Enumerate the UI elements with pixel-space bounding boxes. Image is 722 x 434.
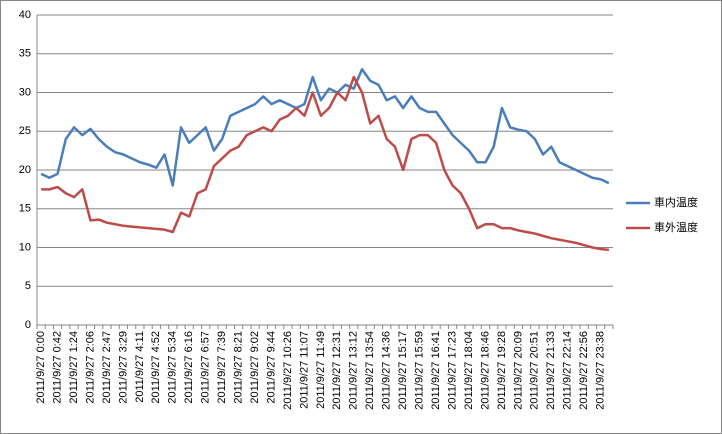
y-tick-label: 30: [19, 86, 31, 98]
x-tick-label: 2011/9/27 23:38: [595, 331, 607, 410]
x-tick-label: 2011/9/27 9:02: [249, 331, 261, 404]
x-tick-label: 2011/9/27 20:09: [512, 331, 524, 410]
x-tick-label: 2011/9/27 11:49: [315, 331, 327, 409]
y-tick-label: 25: [19, 125, 31, 137]
x-tick-label: 2011/9/27 7:39: [216, 331, 228, 404]
x-tick-label: 2011/9/27 11:07: [298, 331, 310, 409]
series-line: [40, 68, 610, 187]
x-tick-label: 2011/9/27 20:51: [529, 331, 541, 410]
x-tick-label: 2011/9/27 1:24: [68, 331, 80, 404]
x-tick-label: 2011/9/27 18:04: [463, 331, 475, 410]
x-tick-label: 2011/9/27 10:26: [282, 331, 294, 410]
x-tick-label: 2011/9/27 16:41: [430, 331, 442, 410]
x-tick-label: 2011/9/27 0:42: [51, 331, 63, 404]
y-tick-label: 15: [19, 203, 31, 215]
legend-label: 車外温度: [654, 220, 698, 234]
x-tick-label: 2011/9/27 22:14: [562, 331, 574, 410]
x-tick-label: 2011/9/27 21:33: [545, 331, 557, 410]
x-tick-label: 2011/9/27 2:47: [101, 331, 113, 404]
y-tick-label: 10: [19, 241, 31, 253]
x-tick-label: 2011/9/27 13:54: [364, 331, 376, 410]
x-tick-label: 2011/9/27 15:17: [397, 331, 409, 410]
x-tick-label: 2011/9/27 17:23: [446, 331, 458, 410]
x-tick-label: 2011/9/27 6:16: [183, 331, 195, 404]
x-tick-label: 2011/9/27 13:12: [348, 331, 360, 410]
x-tick-label: 2011/9/27 5:34: [167, 331, 179, 404]
x-tick-label: 2011/9/27 4:52: [150, 331, 162, 404]
y-tick-label: 0: [25, 319, 31, 331]
series-line: [41, 75, 610, 252]
x-tick-label: 2011/9/27 14:36: [381, 331, 393, 410]
x-tick-label: 2011/9/27 15:59: [414, 331, 426, 410]
x-tick-label: 2011/9/27 18:46: [479, 331, 491, 410]
x-tick-label: 2011/9/27 4:11: [134, 331, 146, 403]
y-tick-label: 20: [19, 164, 31, 176]
x-tick-label: 2011/9/27 2:06: [84, 331, 96, 404]
x-tick-label: 2011/9/27 0:00: [35, 331, 47, 404]
x-tick-label: 2011/9/27 22:56: [578, 331, 590, 410]
y-tick-label: 40: [19, 9, 31, 21]
x-tick-label: 2011/9/27 3:29: [117, 331, 129, 404]
x-tick-label: 2011/9/27 9:44: [265, 331, 277, 404]
y-tick-label: 35: [19, 48, 31, 60]
legend-label: 車内温度: [654, 195, 698, 209]
y-tick-label: 5: [25, 280, 31, 292]
x-tick-label: 2011/9/27 19:28: [496, 331, 508, 410]
x-tick-label: 2011/9/27 12:31: [331, 331, 343, 410]
x-tick-label: 2011/9/27 6:57: [200, 331, 212, 404]
x-tick-label: 2011/9/27 8:21: [233, 331, 245, 404]
